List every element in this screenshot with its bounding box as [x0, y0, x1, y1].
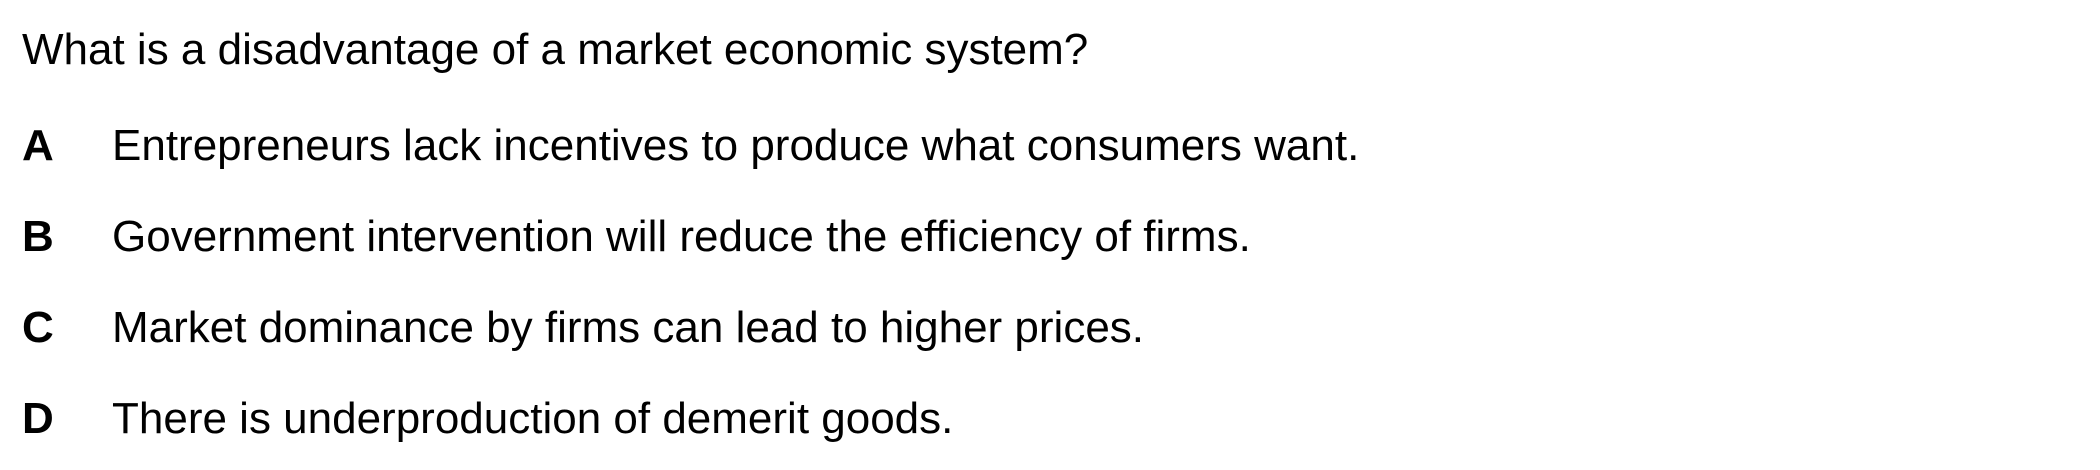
option-letter: A — [22, 121, 54, 170]
option-letter: B — [22, 212, 54, 261]
option-text: Entrepreneurs lack incentives to produce… — [112, 121, 1360, 170]
option-b: B Government intervention will reduce th… — [22, 207, 1251, 267]
option-letter: D — [22, 394, 54, 443]
option-d: D There is underproduction of demerit go… — [22, 389, 953, 449]
option-a: A Entrepreneurs lack incentives to produ… — [22, 116, 1359, 176]
option-c: C Market dominance by firms can lead to … — [22, 298, 1144, 358]
option-letter: C — [22, 303, 54, 352]
option-text: There is underproduction of demerit good… — [112, 394, 954, 443]
option-text: Market dominance by firms can lead to hi… — [112, 303, 1145, 352]
option-text: Government intervention will reduce the … — [112, 212, 1251, 261]
question-text: What is a disadvantage of a market econo… — [22, 25, 1089, 74]
